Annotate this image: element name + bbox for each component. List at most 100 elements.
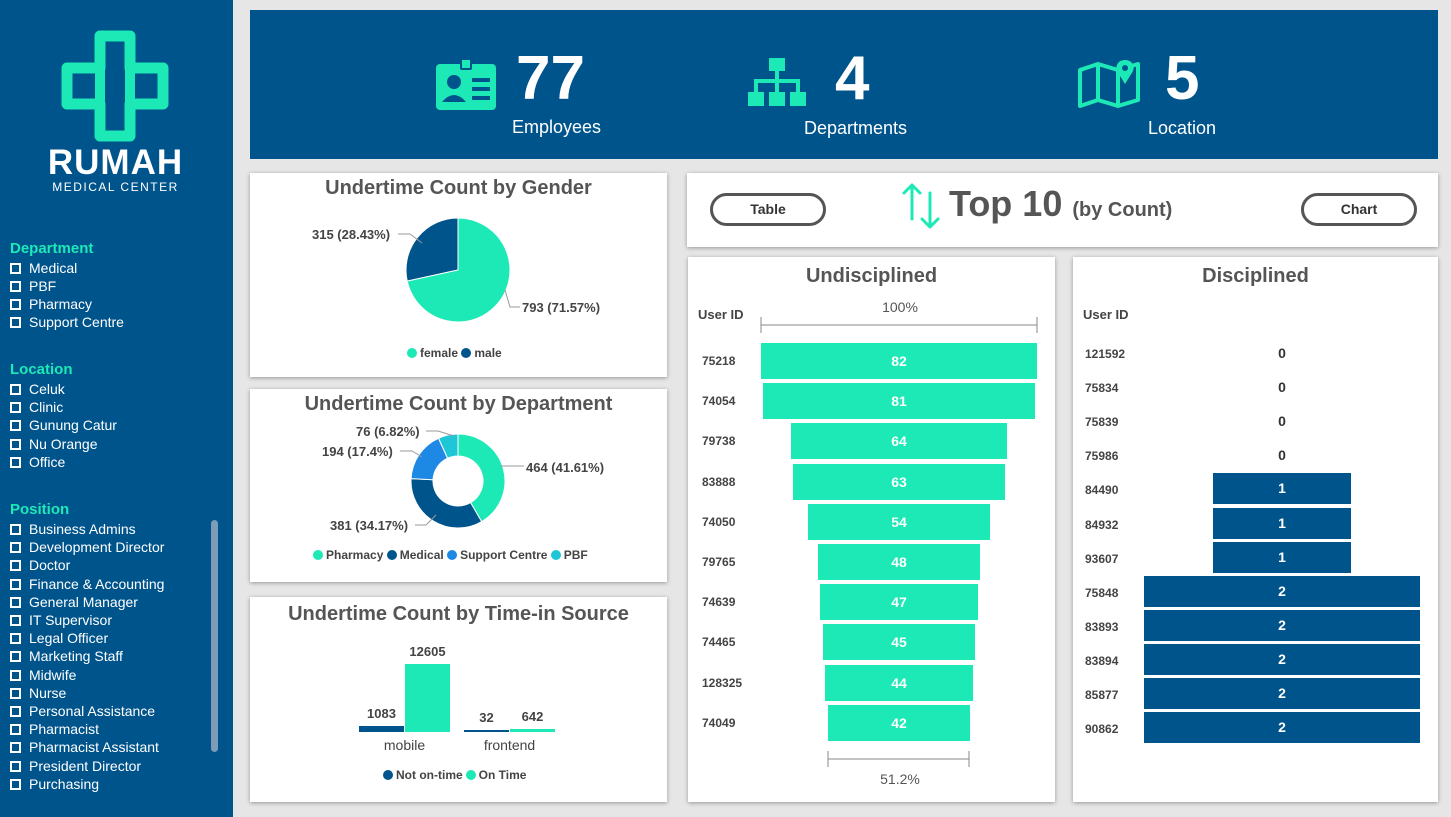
legend-item-not-on-time[interactable]: Not on-time xyxy=(383,768,463,782)
legend-item-pharmacy[interactable]: Pharmacy xyxy=(313,548,383,562)
location-item-clinic[interactable]: Clinic xyxy=(10,398,63,416)
slice-female[interactable] xyxy=(406,217,511,323)
table-button[interactable]: Table xyxy=(710,193,826,226)
checkbox-icon[interactable] xyxy=(10,578,21,590)
bar-frontend-not-on-time[interactable] xyxy=(464,730,509,732)
funnel-bar[interactable]: 1 xyxy=(1213,507,1351,539)
department-donut-chart xyxy=(400,430,524,529)
checkbox-icon[interactable] xyxy=(10,420,21,432)
bar-value-label: 1083 xyxy=(367,706,396,722)
checkbox-icon[interactable] xyxy=(10,281,21,292)
position-scrollbar[interactable] xyxy=(211,520,218,752)
position-item-nurse[interactable]: Nurse xyxy=(10,684,66,702)
checkbox-icon[interactable] xyxy=(10,778,21,790)
slice-male[interactable] xyxy=(405,217,459,282)
funnel-bar[interactable]: 44 xyxy=(824,664,974,701)
funnel-bar[interactable]: 81 xyxy=(762,383,1036,420)
sort-arrows-icon xyxy=(902,183,940,229)
checkbox-icon[interactable] xyxy=(10,438,21,450)
department-item-pharmacy[interactable]: Pharmacy xyxy=(10,295,92,313)
funnel-bar[interactable]: 2 xyxy=(1144,643,1420,675)
checkbox-icon[interactable] xyxy=(10,669,21,681)
medical-cross-icon xyxy=(61,30,169,142)
position-item-legal-officer[interactable]: Legal Officer xyxy=(10,629,108,647)
position-item-finance-accounting[interactable]: Finance & Accounting xyxy=(10,575,164,593)
checkbox-icon[interactable] xyxy=(10,402,21,414)
funnel-bar[interactable]: 42 xyxy=(828,704,970,741)
department-item-pbf[interactable]: PBF xyxy=(10,277,56,295)
legend-item-on-time[interactable]: On Time xyxy=(465,768,526,782)
funnel-bar[interactable]: 1 xyxy=(1213,541,1351,573)
slice-pbf[interactable] xyxy=(437,433,459,459)
position-item-pharmacist[interactable]: Pharmacist xyxy=(10,720,99,738)
user-id-label: 85877 xyxy=(1085,688,1119,702)
checkbox-icon[interactable] xyxy=(10,384,21,395)
timein-chart-card: Undertime Count by Time-in Source xyxy=(250,597,667,802)
location-item-gunung-catur[interactable]: Gunung Catur xyxy=(10,416,117,434)
checkbox-icon[interactable] xyxy=(10,651,21,663)
legend-item-support-centre[interactable]: Support Centre xyxy=(447,548,547,562)
funnel-bar[interactable]: 2 xyxy=(1144,678,1420,709)
funnel-bar[interactable]: 63 xyxy=(792,463,1006,500)
funnel-bar[interactable]: 48 xyxy=(818,544,980,580)
position-item-general-manager[interactable]: General Manager xyxy=(10,593,138,611)
bar-mobile-not-on-time[interactable] xyxy=(359,726,404,732)
position-item-president-director[interactable]: President Director xyxy=(10,757,141,775)
location-item-celuk[interactable]: Celuk xyxy=(10,380,65,398)
funnel-bar[interactable]: 64 xyxy=(791,423,1007,460)
slice-pharmacy[interactable] xyxy=(457,433,506,523)
position-item-doctor[interactable]: Doctor xyxy=(10,556,70,574)
checkbox-icon[interactable] xyxy=(10,542,21,554)
bar-mobile-on-time[interactable] xyxy=(405,664,450,732)
user-id-label: 75839 xyxy=(1085,415,1119,430)
checkbox-icon[interactable] xyxy=(10,633,21,645)
funnel-bar[interactable]: 47 xyxy=(819,584,979,621)
pbf-slice-label: 76 (6.82%) xyxy=(356,424,420,439)
legend-item-pbf[interactable]: PBF xyxy=(550,548,588,562)
funnel-bar[interactable]: 2 xyxy=(1144,712,1420,744)
funnel-bar[interactable]: 1 xyxy=(1213,473,1351,505)
checkbox-icon[interactable] xyxy=(10,687,21,699)
position-item-midwife[interactable]: Midwife xyxy=(10,666,76,684)
funnel-bar[interactable]: 54 xyxy=(808,503,990,540)
checkbox-icon[interactable] xyxy=(10,760,21,772)
location-item-nu-orange[interactable]: Nu Orange xyxy=(10,435,97,453)
legend-item-medical[interactable]: Medical xyxy=(386,548,444,562)
checkbox-icon[interactable] xyxy=(10,724,21,736)
bar-frontend-on-time[interactable] xyxy=(510,728,555,732)
legend-item-female[interactable]: female xyxy=(407,346,458,360)
checkbox-icon[interactable] xyxy=(10,596,21,608)
checkbox-icon[interactable] xyxy=(10,706,21,717)
checkbox-icon[interactable] xyxy=(10,742,21,754)
chart-button[interactable]: Chart xyxy=(1301,193,1417,226)
checkbox-icon[interactable] xyxy=(10,299,21,310)
checkbox-icon[interactable] xyxy=(10,524,21,535)
checkbox-icon[interactable] xyxy=(10,263,21,274)
funnel-bar[interactable]: 82 xyxy=(761,343,1037,379)
checkbox-icon[interactable] xyxy=(10,615,21,626)
position-item-business-admins[interactable]: Business Admins xyxy=(10,520,136,538)
funnel-bar[interactable]: 2 xyxy=(1144,575,1420,607)
department-item-support-centre[interactable]: Support Centre xyxy=(10,313,124,331)
checkbox-icon[interactable] xyxy=(10,317,21,328)
position-item-development-director[interactable]: Development Director xyxy=(10,538,164,556)
slice-medical[interactable] xyxy=(410,478,483,529)
checkbox-icon[interactable] xyxy=(10,560,21,572)
position-item-purchasing[interactable]: Purchasing xyxy=(10,775,99,793)
department-item-medical[interactable]: Medical xyxy=(10,259,77,277)
location-value: 5 xyxy=(1165,44,1200,113)
employees-value: 77 xyxy=(516,44,585,113)
legend-item-male[interactable]: male xyxy=(461,346,502,360)
location-item-office[interactable]: Office xyxy=(10,453,65,471)
user-id-label: 75986 xyxy=(1085,449,1119,464)
leader-line xyxy=(504,289,520,308)
position-item-it-supervisor[interactable]: IT Supervisor xyxy=(10,611,112,629)
funnel-bar[interactable]: 2 xyxy=(1144,609,1420,641)
department-chart-title: Undertime Count by Department xyxy=(304,393,613,415)
checkbox-icon[interactable] xyxy=(10,456,21,468)
position-item-pharmacist-assistant[interactable]: Pharmacist Assistant xyxy=(10,738,159,756)
position-item-marketing-staff[interactable]: Marketing Staff xyxy=(10,647,123,665)
funnel-bar[interactable]: 45 xyxy=(823,624,975,661)
male-slice-label: 315 (28.43%) xyxy=(312,227,391,242)
position-item-personal-assistance[interactable]: Personal Assistance xyxy=(10,702,155,720)
